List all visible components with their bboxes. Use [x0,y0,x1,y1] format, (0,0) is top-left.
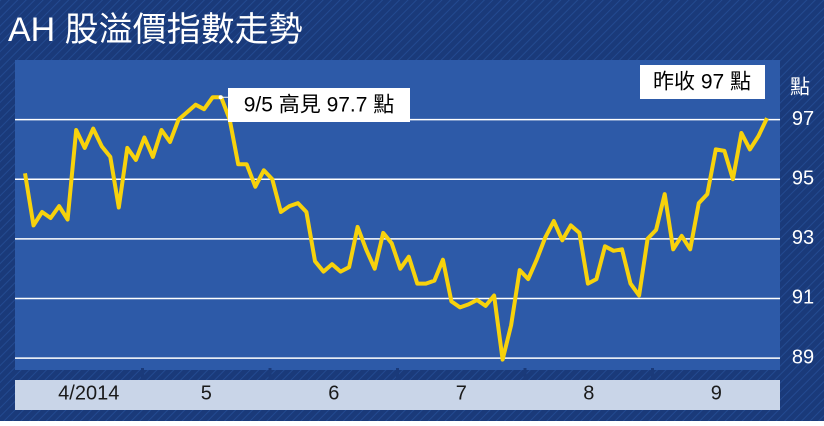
y-tick-label: 95 [792,168,814,190]
annotation: 9/5 高見 97.7 點 [244,94,395,117]
data-line [23,95,769,362]
annotation-box [228,88,410,122]
y-tick-label: 89 [792,346,814,368]
x-tick-label: 5 [201,382,212,404]
x-tick-label: 4/2014 [58,382,119,404]
x-tick-label: 7 [456,382,467,404]
y-tick-label: 91 [792,287,814,309]
x-tick-label: 9 [711,382,722,404]
x-tick-label: 6 [328,382,339,404]
x-axis-bar [15,380,780,410]
y-unit: 點 [790,75,810,98]
y-tick-label: 97 [792,108,814,130]
x-tick-label: 8 [583,382,594,404]
annotation: 昨收 97 點 [653,71,751,94]
y-tick-label: 93 [792,227,814,249]
chart-title: AH 股溢價指數走勢 [8,11,303,49]
annotation-box [640,65,765,99]
